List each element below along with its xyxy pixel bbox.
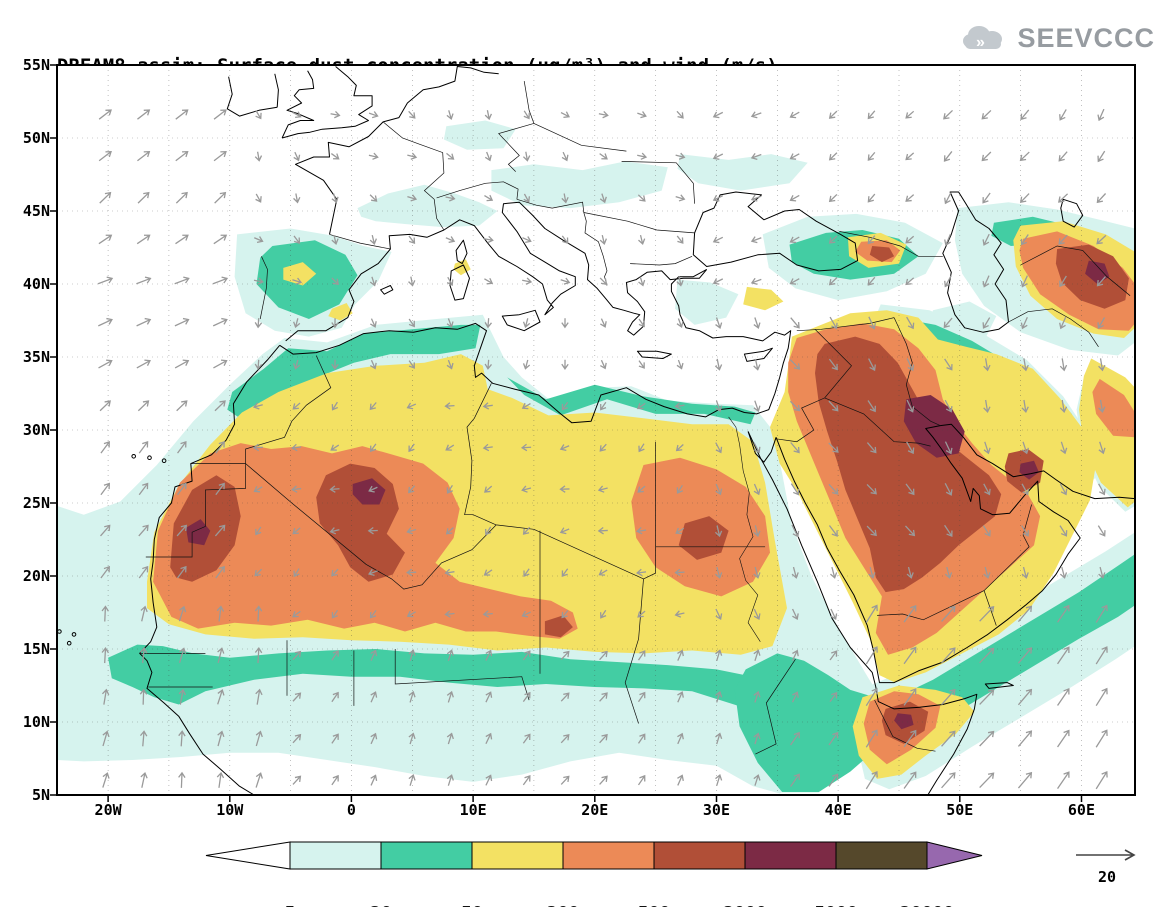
wind-arrows bbox=[97, 108, 1108, 790]
lon-tick-label: 40E bbox=[824, 801, 852, 819]
svg-text:»: » bbox=[976, 34, 985, 51]
cloud-logo-icon: » bbox=[963, 26, 1003, 51]
axis-ticks bbox=[50, 64, 1083, 802]
colorbar bbox=[205, 841, 983, 870]
lat-tick-label: 15N bbox=[22, 640, 50, 658]
lat-tick-label: 25N bbox=[22, 494, 50, 512]
colorbar-legend: 5 20 50 200 500 2000 5000 20000 bbox=[205, 841, 995, 907]
colorbar-level-label: 2000 bbox=[723, 903, 766, 907]
lon-tick-label: 50E bbox=[946, 801, 974, 819]
lat-tick-label: 45N bbox=[22, 202, 50, 220]
colorbar-level-label: 5000 bbox=[814, 903, 857, 907]
colorbar-level-label: 5 bbox=[285, 903, 296, 907]
colorbar-level-label: 20000 bbox=[900, 903, 954, 907]
lat-tick-label: 10N bbox=[22, 713, 50, 731]
lat-tick-label: 5N bbox=[31, 786, 50, 804]
lon-tick-label: 10E bbox=[459, 801, 487, 819]
lon-tick-label: 20W bbox=[94, 801, 122, 819]
logo-text: SEEVCCC bbox=[1017, 22, 1155, 53]
grid-lines bbox=[57, 65, 1135, 795]
seevccc-logo: » SEEVCCC bbox=[959, 20, 1155, 56]
lon-tick-label: 0 bbox=[346, 801, 356, 819]
lon-tick-label: 30E bbox=[702, 801, 730, 819]
lat-tick-label: 30N bbox=[22, 421, 50, 439]
lat-tick-label: 35N bbox=[22, 348, 50, 366]
country-borders bbox=[139, 81, 1131, 755]
lon-tick-label: 10W bbox=[216, 801, 244, 819]
wind-reference-arrow-icon bbox=[1076, 849, 1136, 861]
colorbar-level-label: 500 bbox=[638, 903, 671, 907]
map-area bbox=[49, 57, 1143, 803]
lat-tick-label: 50N bbox=[22, 129, 50, 147]
dust-shading bbox=[57, 120, 1135, 794]
wind-reference: 20 bbox=[1072, 846, 1142, 886]
lat-tick-label: 40N bbox=[22, 275, 50, 293]
map-canvas bbox=[50, 64, 1136, 802]
colorbar-level-label: 20 bbox=[370, 903, 392, 907]
lat-tick-label: 20N bbox=[22, 567, 50, 585]
lon-tick-label: 60E bbox=[1067, 801, 1095, 819]
lon-tick-label: 20E bbox=[581, 801, 609, 819]
colorbar-level-label: 50 bbox=[461, 903, 483, 907]
colorbar-level-label: 200 bbox=[547, 903, 580, 907]
lat-tick-label: 55N bbox=[22, 56, 50, 74]
wind-reference-value: 20 bbox=[1097, 868, 1117, 886]
